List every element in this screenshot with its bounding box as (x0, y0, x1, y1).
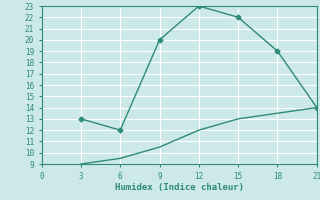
X-axis label: Humidex (Indice chaleur): Humidex (Indice chaleur) (115, 183, 244, 192)
